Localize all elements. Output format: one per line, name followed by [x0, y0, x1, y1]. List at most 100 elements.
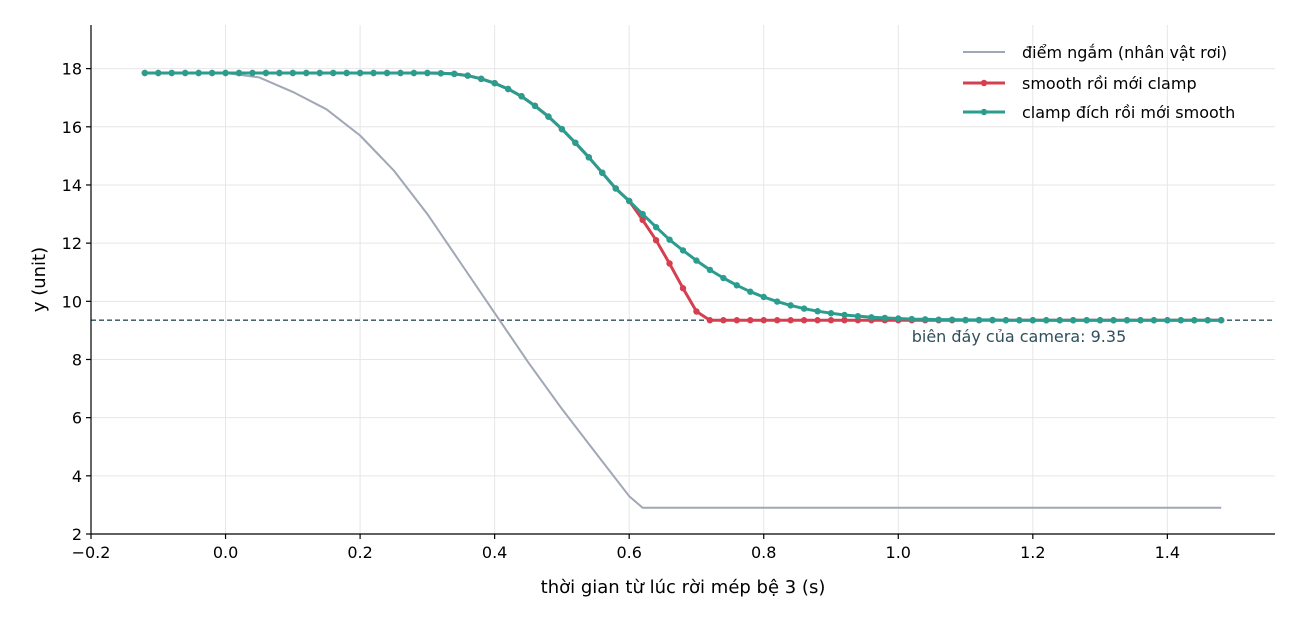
data-point-clamp-then-smooth	[397, 69, 404, 77]
data-point-clamp-then-smooth	[155, 69, 162, 77]
legend-marker-clamp-then-smooth	[980, 108, 988, 116]
y-tick-label: 8	[72, 350, 82, 369]
x-tick-label: 0.4	[482, 543, 507, 562]
data-point-clamp-then-smooth	[1016, 317, 1023, 324]
data-point-clamp-then-smooth	[1069, 317, 1077, 324]
data-point-smooth-then-clamp	[747, 317, 754, 324]
y-tick-label: 2	[72, 525, 82, 544]
reference-line-label: biên đáy của camera: 9.35	[912, 327, 1127, 346]
data-point-clamp-then-smooth	[491, 79, 498, 87]
data-point-smooth-then-clamp	[841, 317, 848, 324]
data-point-clamp-then-smooth	[545, 113, 552, 120]
data-point-smooth-then-clamp	[760, 317, 767, 324]
x-tick-label: 1.2	[1020, 543, 1045, 562]
data-point-clamp-then-smooth	[841, 311, 848, 319]
data-point-clamp-then-smooth	[679, 247, 687, 254]
data-point-clamp-then-smooth	[921, 316, 929, 323]
data-point-smooth-then-clamp	[827, 317, 835, 324]
data-point-smooth-then-clamp	[787, 317, 794, 324]
data-point-clamp-then-smooth	[410, 69, 418, 77]
data-point-clamp-then-smooth	[747, 288, 754, 295]
x-tick-label: 0.2	[347, 543, 372, 562]
data-point-clamp-then-smooth	[1137, 317, 1144, 324]
data-point-clamp-then-smooth	[733, 282, 741, 289]
data-point-clamp-then-smooth	[1191, 317, 1198, 324]
legend-label-clamp-then-smooth: clamp đích rồi mới smooth	[1022, 103, 1235, 122]
data-point-clamp-then-smooth	[1123, 317, 1131, 324]
data-point-clamp-then-smooth	[1096, 317, 1104, 324]
data-point-smooth-then-clamp	[773, 317, 781, 324]
data-point-clamp-then-smooth	[451, 70, 458, 78]
y-tick-label: 6	[72, 409, 82, 428]
x-axis-label: thời gian từ lúc rời mép bệ 3 (s)	[541, 577, 826, 598]
y-tick-label: 10	[62, 292, 82, 311]
data-point-clamp-then-smooth	[289, 69, 297, 77]
data-point-clamp-then-smooth	[1029, 317, 1037, 324]
data-point-clamp-then-smooth	[1110, 317, 1117, 324]
data-point-clamp-then-smooth	[1043, 317, 1050, 324]
data-point-clamp-then-smooth	[356, 69, 364, 77]
data-point-clamp-then-smooth	[773, 298, 781, 305]
data-point-clamp-then-smooth	[181, 69, 189, 77]
x-tick-label: 1.4	[1155, 543, 1180, 562]
data-point-clamp-then-smooth	[316, 69, 323, 77]
data-point-clamp-then-smooth	[303, 69, 310, 77]
data-point-smooth-then-clamp	[800, 317, 808, 324]
data-point-clamp-then-smooth	[370, 69, 377, 77]
data-point-clamp-then-smooth	[504, 85, 512, 93]
data-point-clamp-then-smooth	[1056, 317, 1063, 324]
series-layer	[141, 69, 1225, 509]
data-point-clamp-then-smooth	[437, 70, 445, 77]
data-point-smooth-then-clamp	[733, 317, 741, 324]
data-point-smooth-then-clamp	[666, 260, 673, 267]
data-point-clamp-then-smooth	[1002, 317, 1010, 324]
data-point-clamp-then-smooth	[531, 102, 539, 110]
y-axis-label: y (unit)	[29, 247, 50, 312]
data-point-clamp-then-smooth	[827, 310, 835, 317]
data-point-smooth-then-clamp	[639, 216, 646, 224]
data-point-clamp-then-smooth	[464, 72, 471, 79]
data-point-clamp-then-smooth	[639, 210, 646, 218]
data-point-clamp-then-smooth	[343, 69, 350, 77]
data-point-clamp-then-smooth	[706, 266, 714, 274]
y-tick-label: 16	[62, 118, 82, 137]
data-point-clamp-then-smooth	[666, 236, 673, 243]
legend-label-smooth-then-clamp: smooth rồi mới clamp	[1022, 74, 1197, 93]
legend-marker-smooth-then-clamp	[980, 79, 988, 87]
data-point-clamp-then-smooth	[800, 305, 808, 312]
data-point-clamp-then-smooth	[760, 293, 767, 301]
data-point-clamp-then-smooth	[222, 69, 229, 77]
x-tick-label: 0.0	[213, 543, 238, 562]
axes	[90, 25, 1275, 535]
data-point-clamp-then-smooth	[720, 274, 727, 282]
data-point-clamp-then-smooth	[195, 69, 202, 77]
data-point-clamp-then-smooth	[599, 169, 606, 176]
data-point-clamp-then-smooth	[854, 312, 862, 320]
data-point-smooth-then-clamp	[706, 317, 714, 324]
data-point-clamp-then-smooth	[329, 69, 337, 77]
data-point-clamp-then-smooth	[814, 308, 821, 315]
y-tick-label: 4	[72, 467, 82, 486]
data-point-clamp-then-smooth	[558, 125, 566, 133]
grid	[90, 25, 1275, 535]
data-point-clamp-then-smooth	[693, 257, 700, 264]
x-tick-label: 0.6	[616, 543, 641, 562]
data-point-clamp-then-smooth	[168, 69, 175, 77]
data-point-clamp-then-smooth	[895, 315, 902, 322]
data-point-clamp-then-smooth	[787, 302, 794, 309]
data-point-clamp-then-smooth	[424, 69, 431, 77]
data-point-smooth-then-clamp	[720, 317, 727, 324]
data-point-clamp-then-smooth	[935, 316, 942, 323]
data-point-clamp-then-smooth	[276, 69, 283, 77]
legend: điểm ngắm (nhân vật rơi) smooth rồi mới …	[963, 43, 1235, 122]
data-point-clamp-then-smooth	[868, 314, 875, 321]
data-point-clamp-then-smooth	[1217, 317, 1225, 324]
data-point-clamp-then-smooth	[612, 185, 619, 192]
data-point-clamp-then-smooth	[141, 69, 149, 77]
data-point-clamp-then-smooth	[249, 69, 256, 77]
data-point-smooth-then-clamp	[679, 285, 687, 292]
y-tick-label: 12	[62, 234, 82, 253]
data-point-clamp-then-smooth	[585, 154, 593, 161]
